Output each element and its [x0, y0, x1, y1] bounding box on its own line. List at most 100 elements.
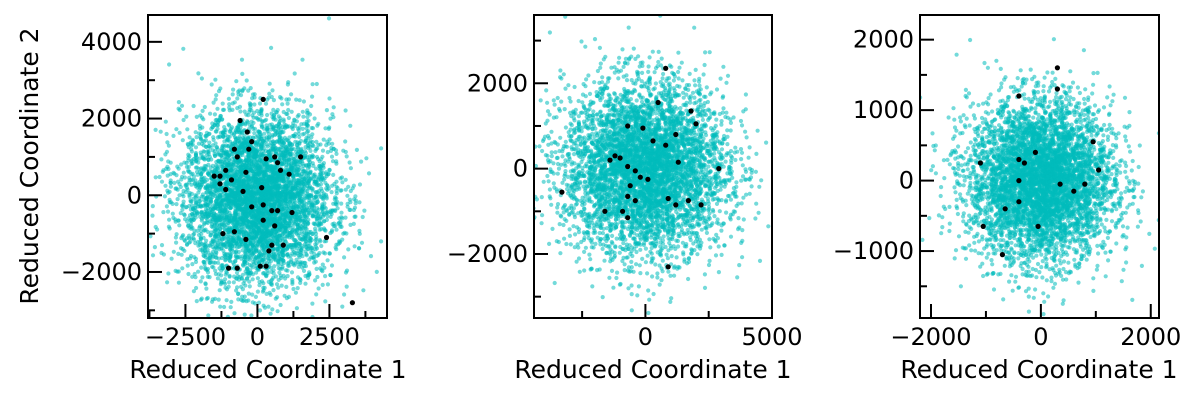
cloud-point [279, 236, 284, 241]
cloud-point [205, 229, 210, 234]
cloud-point [344, 231, 349, 236]
cloud-point [161, 210, 166, 215]
cloud-point [261, 246, 266, 251]
cloud-point [192, 255, 197, 260]
cloud-point [333, 195, 338, 200]
cloud-point [288, 167, 293, 172]
cloud-point [238, 109, 243, 114]
cloud-point [171, 170, 176, 175]
cloud-point [366, 171, 372, 176]
cloud-point [240, 71, 245, 76]
cloud-point [217, 236, 222, 241]
cloud-point [217, 118, 222, 123]
cloud-point [344, 154, 349, 159]
cloud-point [320, 171, 325, 176]
cloud-point [281, 156, 286, 161]
cloud-point [194, 114, 199, 119]
cloud-point [314, 241, 319, 246]
cloud-point [335, 199, 340, 205]
cloud-point [213, 227, 218, 232]
cloud-point [220, 101, 225, 106]
cloud-point [195, 210, 200, 215]
cloud-point [317, 192, 322, 197]
cloud-point [242, 278, 247, 283]
cloud-point [163, 119, 168, 124]
cloud-point [227, 102, 232, 107]
cloud-point [304, 239, 309, 244]
cloud-point [257, 308, 263, 313]
cloud-point [260, 258, 265, 263]
cloud-point [281, 117, 286, 122]
cloud-point [304, 235, 309, 240]
cloud-point [207, 144, 212, 149]
cloud-point [326, 172, 331, 177]
cloud-point [212, 153, 218, 158]
cloud-point [212, 168, 218, 173]
cloud-point [274, 124, 279, 129]
cloud-point [297, 200, 303, 205]
cloud-point [308, 139, 313, 144]
cloud-point [257, 222, 263, 227]
cloud-point [340, 304, 345, 309]
cloud-point [153, 224, 158, 230]
cloud-point [277, 251, 282, 256]
cloud-point [339, 201, 344, 206]
cloud-point [258, 132, 263, 137]
cloud-point [270, 307, 275, 312]
cloud-point [247, 284, 252, 289]
cloud-point [293, 290, 298, 295]
cloud-point [301, 203, 306, 209]
cloud-point [295, 224, 300, 229]
cloud-point [300, 126, 305, 131]
cloud-point [301, 214, 306, 219]
cloud-point [324, 217, 329, 222]
cloud-point [252, 155, 257, 160]
cloud-point [279, 283, 284, 288]
cloud-point [186, 158, 191, 163]
cloud-point [323, 299, 328, 304]
cloud-point [293, 139, 298, 144]
cloud-point [213, 129, 218, 134]
cloud-point [243, 250, 248, 255]
cloud-point [178, 211, 183, 216]
cloud-point [204, 238, 209, 243]
cloud-point [257, 250, 262, 255]
cloud-point [335, 186, 340, 191]
cloud-point [285, 176, 290, 181]
cloud-point [339, 224, 344, 229]
cloud-point [211, 217, 216, 222]
cloud-point [207, 140, 212, 145]
cloud-point [183, 205, 188, 210]
cloud-point [331, 172, 336, 177]
cloud-point [255, 217, 260, 222]
cloud-point [318, 221, 323, 226]
cloud-point [199, 76, 204, 81]
cloud-point [327, 251, 332, 256]
cloud-point [283, 248, 288, 253]
cloud-point [262, 237, 267, 242]
cloud-point [265, 271, 270, 276]
cloud-point [282, 135, 288, 140]
cloud-point [214, 159, 219, 165]
cloud-point [289, 109, 294, 114]
cloud-point [200, 108, 205, 113]
cloud-point [247, 262, 252, 267]
cloud-point [339, 210, 344, 215]
cloud-point [179, 236, 184, 241]
cloud-point [290, 126, 295, 132]
cloud-point [259, 192, 265, 197]
cloud-point [167, 226, 172, 231]
cloud-point [188, 199, 193, 204]
cloud-point [197, 185, 202, 190]
cloud-point [248, 171, 254, 176]
cloud-point [250, 194, 256, 199]
cloud-point [285, 149, 291, 154]
cloud-point [203, 134, 208, 139]
cloud-point [277, 175, 282, 180]
cloud-point [302, 217, 307, 222]
cloud-point [347, 160, 352, 165]
cloud-point [201, 235, 206, 240]
cloud-point [210, 148, 215, 153]
cloud-point [240, 142, 245, 148]
cloud-point [306, 221, 311, 226]
